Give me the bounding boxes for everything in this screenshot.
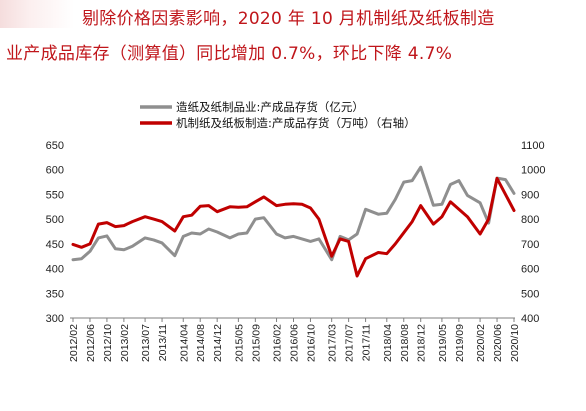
x-tick-label: 2014/04 — [178, 324, 190, 362]
y-right-tick-label: 1000 — [521, 165, 545, 177]
series-lines — [71, 165, 516, 278]
legend-label-1: 造纸及纸制品业:产成品存货（亿元） — [176, 100, 364, 114]
x-tick-label: 2018/08 — [399, 324, 411, 362]
legend-label-2: 机制纸及纸板制造:产成品存货（万吨）（右轴） — [176, 116, 416, 130]
x-tick-label: 2020/10 — [509, 324, 521, 362]
y-right-tick-label: 800 — [521, 214, 539, 226]
x-tick-label: 2014/08 — [195, 324, 207, 362]
y-right-tick-label: 900 — [521, 189, 539, 201]
x-tick-label: 2016/10 — [305, 324, 317, 362]
x-tick-label: 2016/02 — [272, 324, 284, 362]
y-right-tick-label: 1100 — [521, 140, 545, 152]
x-tick-label: 2012/02 — [68, 324, 80, 362]
y-right-tick-label: 700 — [521, 239, 539, 251]
y-left-tick-label: 350 — [46, 288, 64, 300]
y-right-tick-label: 600 — [521, 264, 539, 276]
blurred-region — [0, 0, 74, 28]
x-tick-label: 2015/05 — [233, 324, 245, 362]
series-line-1 — [71, 165, 516, 262]
y-right-tick-label: 400 — [521, 313, 539, 325]
title-line-2: 业产成品库存（测算值）同比增加 0.7%，环比下降 4.7% — [6, 44, 453, 64]
x-tick-label: 2015/09 — [250, 324, 262, 362]
x-tick-label: 2013/07 — [140, 324, 152, 362]
y-left-tick-label: 500 — [46, 214, 64, 226]
x-tick-label: 2012/10 — [102, 324, 114, 362]
series-line-2 — [71, 176, 516, 278]
legend: 造纸及纸制品业:产成品存货（亿元） 机制纸及纸板制造:产成品存货（万吨）（右轴） — [140, 100, 416, 130]
y-left-tick-label: 450 — [46, 239, 64, 251]
x-tick-label: 2016/06 — [289, 324, 301, 362]
x-tick-label: 2017/07 — [344, 324, 356, 362]
x-tick-label: 2019/09 — [454, 324, 466, 362]
y-left-tick-label: 300 — [46, 313, 64, 325]
x-tick-label: 2013/02 — [119, 324, 131, 362]
y-left-tick-label: 650 — [46, 140, 64, 152]
x-tick-label: 2020/06 — [492, 324, 504, 362]
x-tick-label: 2019/05 — [437, 324, 449, 362]
x-tick-label: 2014/12 — [212, 324, 224, 362]
axes: 300 350 400 450 500 550 600 650 400 500 600 700 800 9… — [46, 140, 546, 362]
x-tick-label: 2020/02 — [475, 324, 487, 362]
x-tick-label: 2017/11 — [361, 324, 373, 361]
title-line-1: 剔除价格因素影响，2020 年 10 月机制纸及纸板制造 — [82, 9, 495, 29]
x-tick-label: 2018/04 — [382, 324, 394, 362]
y-left-tick-label: 550 — [46, 189, 64, 201]
x-tick-label: 2013/11 — [157, 324, 169, 361]
x-tick-label: 2012/06 — [85, 324, 97, 362]
x-tick-label: 2017/03 — [327, 324, 339, 362]
y-left-tick-label: 400 — [46, 264, 64, 276]
x-tick-label: 2018/12 — [416, 324, 428, 362]
y-right-tick-label: 500 — [521, 288, 539, 300]
y-left-tick-label: 600 — [46, 165, 64, 177]
